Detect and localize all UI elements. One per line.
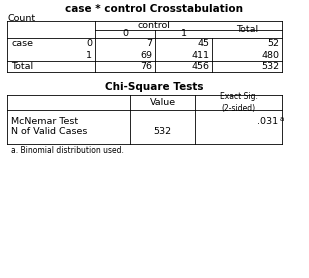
Text: 52: 52	[267, 39, 279, 48]
Text: Total: Total	[11, 62, 33, 71]
Text: 69: 69	[140, 51, 152, 60]
Text: 0: 0	[86, 39, 92, 48]
Text: Count: Count	[7, 14, 35, 23]
Text: case * control Crosstabulation: case * control Crosstabulation	[65, 4, 243, 14]
Text: 456: 456	[191, 62, 209, 71]
Text: 0: 0	[122, 29, 128, 38]
Text: .031: .031	[257, 118, 278, 126]
Text: 7: 7	[146, 39, 152, 48]
Text: a: a	[280, 116, 284, 122]
Text: Total: Total	[236, 25, 258, 34]
Text: 411: 411	[191, 51, 209, 60]
Text: McNemar Test: McNemar Test	[11, 118, 78, 126]
Text: Exact Sig.
(2-sided): Exact Sig. (2-sided)	[220, 93, 257, 113]
Text: Value: Value	[150, 98, 176, 107]
Text: 532: 532	[154, 128, 171, 136]
Text: N of Valid Cases: N of Valid Cases	[11, 128, 87, 136]
Text: case: case	[11, 39, 33, 48]
Text: control: control	[137, 21, 170, 30]
Text: 45: 45	[197, 39, 209, 48]
Text: Chi-Square Tests: Chi-Square Tests	[105, 82, 203, 92]
Text: 480: 480	[261, 51, 279, 60]
Text: 1: 1	[180, 29, 187, 38]
Text: 532: 532	[261, 62, 279, 71]
Text: 1: 1	[86, 51, 92, 60]
Text: a. Binomial distribution used.: a. Binomial distribution used.	[11, 146, 124, 155]
Text: 76: 76	[140, 62, 152, 71]
